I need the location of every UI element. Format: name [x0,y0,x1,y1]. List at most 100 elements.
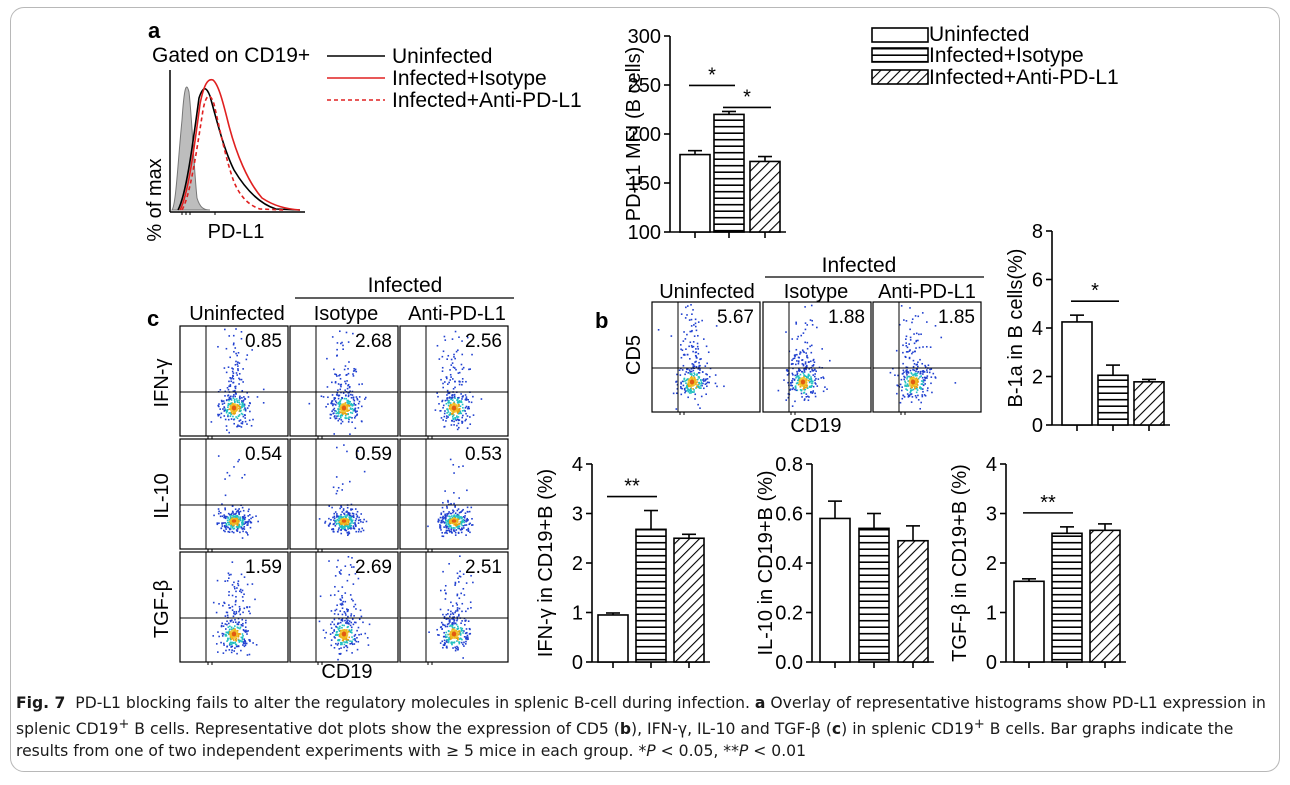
il10-ylabel: IL-10 in CD19+B (%) [755,470,777,655]
flow-c-plot-tgfb-uninfected-dot [216,579,219,582]
flow-c-plot-il10-anti-pdl1-dot [461,519,464,522]
flow-c-plot-tgfb-isotype-dot [348,636,351,639]
il10-y-tick-label: 0.8 [775,454,803,476]
flow-c-plot-tgfb-anti-pdl1-dot [458,581,460,583]
flow-c-plot-tgfb-isotype-dot [336,604,338,607]
flow-b-plot-anti-pdl1-dot [915,396,918,399]
flow-c-plot-ifng-anti-pdl1-dot [458,419,461,421]
flow-c-plot-tgfb-anti-pdl1-dot [454,582,457,585]
flow-c-plot-tgfb-isotype-dot [340,599,342,601]
flow-c-plot-ifng-isotype-dot [347,341,350,343]
flow-c-plot-tgfb-anti-pdl1-dot [456,604,459,606]
flow-c-plot-ifng-uninfected-dot [248,419,251,422]
flow-c-plot-tgfb-uninfected-dot [226,645,229,648]
flow-c-plot-tgfb-isotype-dot [339,572,341,575]
flow-c-plot-il10-anti-pdl1-dot [447,523,450,526]
bar-legend-label-uninfected: Uninfected [929,23,1029,46]
flow-c-plot-tgfb-uninfected-dot [237,621,240,624]
flow-b-plot-uninfected-dot [703,380,705,382]
flow-c-plot-tgfb-uninfected-dot [254,598,256,601]
flow-b-plot-isotype-dot [798,368,800,370]
flow-c-plot-tgfb-uninfected-dot [240,591,243,594]
flow-c-plot-ifng-anti-pdl1-dot [443,415,446,418]
flow-b-plot-isotype-dot [811,382,814,384]
flow-c-plot-tgfb-anti-pdl1-dot [461,602,464,605]
flow-b-plot-anti-pdl1-dot [897,384,899,387]
flow-c-plot-tgfb-isotype-dot [348,623,350,625]
flow-c-plot-ifng-isotype-dot [347,417,350,420]
flow-b-plot-uninfected-dot [684,317,687,319]
flow-c-plot-tgfb-isotype-dot [339,625,341,628]
flow-c-plot-il10-uninfected-dot [230,523,232,525]
flow-b-plot-isotype-dot [808,381,811,384]
flow-b-plot-isotype-dot [804,322,807,324]
flow-c-plot-tgfb-uninfected-dot [243,593,245,596]
flow-c-plot-ifng-uninfected-dot [234,401,236,403]
flow-c-plot-tgfb-isotype-dot [362,621,364,624]
flow-b-plot-anti-pdl1-dot [905,372,908,374]
flow-c-plot-tgfb-uninfected-dot [230,643,233,646]
flow-c-plot-tgfb-anti-pdl1-dot [457,577,459,580]
flow-c-plot-ifng-uninfected-dot [236,404,239,406]
flow-c-plot-il10-anti-pdl1-dot [454,527,456,529]
flow-c-plot-il10-isotype-dot [347,523,349,526]
flow-c-plot-tgfb-anti-pdl1-dot [439,642,442,644]
flow-c-plot-ifng-uninfected-dot [237,424,239,427]
flow-c-plot-tgfb-uninfected-dot [232,621,235,623]
flow-c-plot-tgfb-anti-pdl1-dot [458,642,461,645]
flow-c-plot-tgfb-isotype-dot [342,638,345,641]
flow-c-plot-ifng-anti-pdl1-dot [444,381,446,383]
flow-c-plot-ifng-anti-pdl1-dot [461,422,463,424]
flow-b-plot-isotype-dot [810,382,813,384]
flow-c-plot-tgfb-isotype-dot [325,631,327,634]
flow-c-plot-ifng-anti-pdl1-dot [457,418,460,421]
flow-b-plot-anti-pdl1-dot [932,372,935,375]
flow-c-plot-tgfb-anti-pdl1-dot [468,633,471,635]
flow-c-plot-il10-isotype-dot [340,505,342,507]
flow-b-plot-anti-pdl1-dot [896,392,898,395]
flow-c-plot-il10-anti-pdl1-dot [464,512,467,515]
flow-c-plot-ifng-uninfected-dot [237,369,239,372]
flow-c-plot-ifng-uninfected-dot [230,411,233,414]
flow-b-plot-isotype-dot [791,405,794,407]
flow-c-plot-ifng-isotype-dot [343,397,346,400]
flow-c-plot-tgfb-uninfected-dot [229,638,232,641]
flow-b-plot-uninfected-dot [716,385,718,388]
flow-c-plot-tgfb-anti-pdl1-dot [428,631,430,634]
flow-b-plot-anti-pdl1-dot [904,376,906,379]
flow-c-plot-tgfb-uninfected-dot [239,590,241,592]
flow-b-plot-anti-pdl1-dot [917,394,919,397]
flow-c-plot-il10-isotype-dot [352,513,355,515]
flow-b-plot-isotype-dot [804,388,807,391]
flow-b-plot-uninfected-dot [680,387,682,390]
flow-c-plot-il10-anti-pdl1-dot [453,530,456,532]
flow-c-plot-tgfb-isotype-dot [344,592,347,594]
flow-c-plot-ifng-isotype-dot [358,383,360,386]
flow-c-plot-ifng-anti-pdl1-dot [458,409,461,412]
flow-c-plot-tgfb-isotype-dot [335,633,338,636]
flow-b-plot-uninfected-dot [704,379,707,381]
flow-b-plot-anti-pdl1-dot [914,350,916,353]
flow-b-plot-uninfected-dot [657,329,660,331]
flow-c-plot-il10-uninfected-dot [221,503,223,505]
flow-b-plot-anti-pdl1-dot [912,359,915,362]
flow-c-plot-ifng-anti-pdl1-dot [447,409,449,411]
il10-bar-isotype [858,527,890,663]
flow-c-plot-ifng-uninfected: 0.85 [179,325,289,439]
flow-c-plot-ifng-isotype-dot [348,418,350,421]
flow-c-plot-ifng-anti-pdl1-dot [461,353,464,356]
flow-b-plot-uninfected-dot [682,340,685,342]
flow-c-plot-ifng-anti-pdl1-dot [440,378,442,381]
flow-c-plot-ifng-uninfected-dot [217,413,219,416]
flow-c-plot-ifng-uninfected-dot [236,374,238,376]
flow-b-plot-isotype-dot [795,321,797,324]
flow-c-plot-tgfb-anti-pdl1-dot [465,637,467,640]
flow-c-plot-il10-anti-pdl1-dot [453,472,455,474]
flow-c-plot-ifng-isotype-dot [340,422,342,425]
tgfb-significance-label: ** [1040,492,1056,514]
caption-text-2: Overlay of representative histograms sho… [16,694,1266,739]
flow-b-plot-isotype-dot [795,382,798,385]
flow-c-plot-il10-anti-pdl1-dot [464,515,466,517]
flow-c-plot-ifng-anti-pdl1-dot [454,330,457,333]
